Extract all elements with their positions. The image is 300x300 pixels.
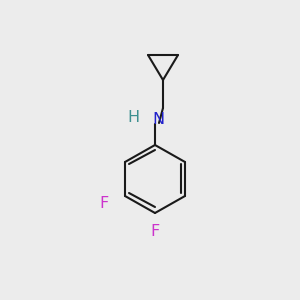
- Text: F: F: [150, 224, 160, 239]
- Text: F: F: [99, 196, 109, 211]
- Text: N: N: [152, 112, 164, 128]
- Text: H: H: [127, 110, 139, 125]
